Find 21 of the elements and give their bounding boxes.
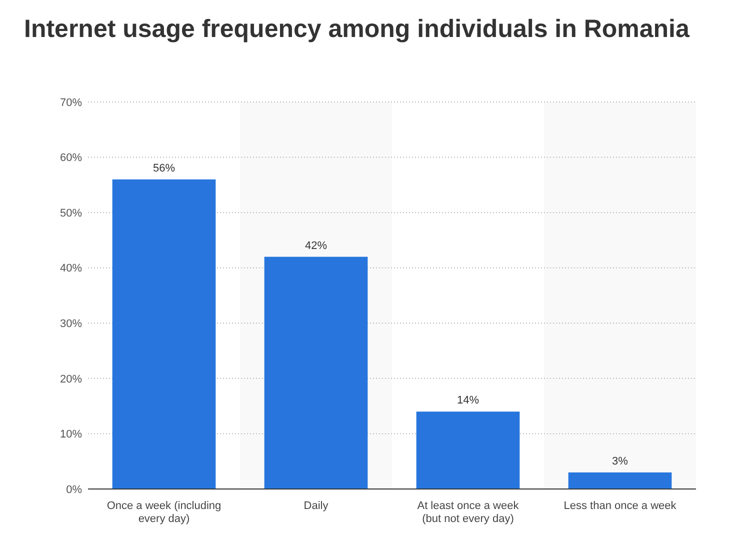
y-tick-label: 40%: [60, 262, 82, 275]
bar: [416, 412, 520, 489]
y-tick-label: 70%: [60, 96, 82, 109]
y-tick-label: 30%: [60, 318, 82, 330]
bar: [264, 256, 368, 489]
y-tick-label: 10%: [60, 428, 82, 441]
y-tick-label: 20%: [60, 373, 82, 386]
x-tick-label: At least once a week (but not every day): [417, 500, 520, 525]
data-label: 3%: [612, 455, 628, 468]
x-tick-label: Less than once a week: [564, 500, 677, 512]
data-label: 56%: [152, 162, 176, 174]
y-tick-label: 0%: [66, 484, 82, 496]
y-tick-label: 50%: [60, 207, 82, 220]
y-tick-label: 60%: [60, 152, 82, 164]
bar: [568, 472, 672, 489]
bar: [112, 179, 216, 489]
data-label: 14%: [456, 394, 480, 407]
x-tick-label: Once a week (including every day): [106, 500, 222, 525]
chart-title: Internet usage frequency among individuals in Romania: [24, 15, 690, 43]
data-label: 42%: [304, 240, 328, 252]
x-tick-label: Daily: [304, 500, 329, 512]
